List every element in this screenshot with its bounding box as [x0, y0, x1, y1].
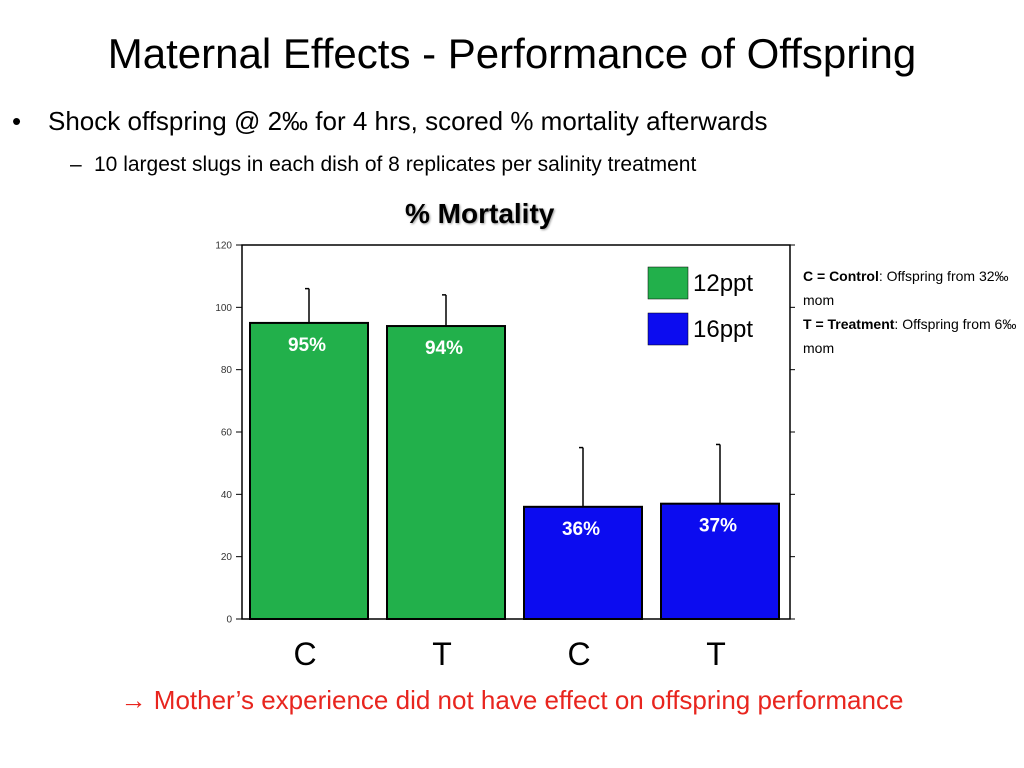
- y-tick-label: 60: [221, 428, 233, 439]
- bar: [660, 502, 780, 620]
- y-tick-label: 20: [221, 552, 233, 563]
- abbreviation-note: C = Control: Offspring from 32‰ mom T = …: [803, 264, 1018, 360]
- data-label: 94%: [425, 338, 463, 359]
- treatment-desc: : Offspring from 6‰ mom: [803, 316, 1017, 356]
- data-label: 37%: [699, 516, 737, 537]
- sub-bullet-marker: –: [70, 153, 82, 176]
- bar: [523, 505, 643, 620]
- data-label: 95%: [288, 335, 326, 356]
- sub-bullet: –10 largest slugs in each dish of 8 repl…: [70, 150, 696, 180]
- legend-swatch: [647, 266, 689, 300]
- y-tick-label: 0: [226, 615, 232, 626]
- y-tick-label: 80: [221, 365, 233, 376]
- legend-label: 12ppt: [693, 270, 753, 297]
- main-bullet-text: Shock offspring @ 2‰ for 4 hrs, scored %…: [48, 106, 768, 136]
- y-tick-label: 100: [215, 303, 232, 314]
- conclusion-text: Mother’s experience did not have effect …: [153, 685, 904, 715]
- slide-title: Maternal Effects - Performance of Offspr…: [107, 30, 917, 77]
- y-tick-label: 40: [221, 490, 233, 501]
- main-bullet: • Shock offspring @ 2‰ for 4 hrs, scored …: [12, 103, 768, 139]
- sub-bullet-text: 10 largest slugs in each dish of 8 repli…: [94, 153, 697, 176]
- x-category-label: C: [567, 636, 590, 672]
- legend-swatch: [647, 312, 689, 346]
- data-label: 36%: [562, 519, 600, 540]
- conclusion: → Mother’s experience did not have effec…: [0, 682, 1024, 718]
- x-category-label: T: [706, 636, 726, 672]
- y-tick-label: 120: [215, 241, 232, 252]
- control-desc: : Offspring from 32‰ mom: [803, 268, 1009, 308]
- legend-label: 16ppt: [693, 316, 753, 343]
- chart-title: % Mortality: [405, 198, 555, 229]
- x-category-label: C: [293, 636, 316, 672]
- x-category-label: T: [432, 636, 452, 672]
- arrow-right-icon: →: [120, 685, 147, 715]
- treatment-term: T = Treatment: [803, 316, 895, 332]
- treatment-definition: T = Treatment: Offspring from 6‰ mom: [803, 312, 1018, 360]
- mortality-bar-chart: 0 20 40 60 80 100 120 95% C 94% T 36% C 37% T 12ppt 16pp…: [215, 241, 795, 672]
- control-definition: C = Control: Offspring from 32‰ mom: [803, 264, 1018, 312]
- bullet-marker: •: [12, 106, 22, 136]
- bar: [249, 321, 369, 621]
- bar: [386, 325, 506, 621]
- control-term: C = Control: [803, 268, 879, 284]
